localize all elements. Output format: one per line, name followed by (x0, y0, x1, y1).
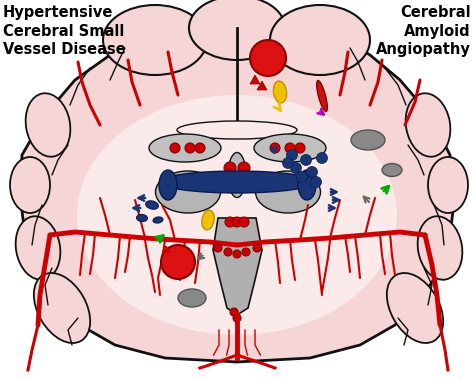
Ellipse shape (159, 171, 315, 193)
Circle shape (307, 166, 318, 177)
Circle shape (242, 248, 250, 256)
Circle shape (233, 314, 241, 322)
Ellipse shape (26, 93, 70, 157)
Ellipse shape (270, 5, 370, 75)
Ellipse shape (382, 163, 402, 176)
Polygon shape (257, 81, 267, 90)
Ellipse shape (146, 201, 158, 209)
Circle shape (161, 245, 195, 279)
Circle shape (233, 250, 241, 258)
Ellipse shape (34, 273, 90, 343)
Ellipse shape (177, 121, 297, 139)
Circle shape (317, 152, 328, 163)
Circle shape (253, 244, 261, 252)
Circle shape (170, 143, 180, 153)
Text: Hypertensive
Cerebral Small
Vessel Disease: Hypertensive Cerebral Small Vessel Disea… (3, 5, 126, 57)
Ellipse shape (418, 216, 462, 280)
Ellipse shape (255, 171, 320, 213)
Circle shape (310, 176, 321, 187)
Text: Cerebral
Amyloid
Angiopathy: Cerebral Amyloid Angiopathy (376, 5, 471, 57)
Polygon shape (213, 218, 262, 315)
Ellipse shape (16, 216, 60, 280)
Ellipse shape (273, 81, 287, 103)
Circle shape (283, 157, 293, 168)
Ellipse shape (387, 273, 443, 343)
Circle shape (230, 308, 238, 316)
Circle shape (295, 143, 305, 153)
Ellipse shape (155, 171, 220, 213)
Circle shape (291, 163, 301, 174)
Circle shape (286, 149, 298, 160)
Ellipse shape (137, 214, 147, 222)
Ellipse shape (254, 134, 326, 162)
Ellipse shape (178, 289, 206, 307)
Circle shape (195, 143, 205, 153)
Circle shape (224, 248, 232, 256)
Circle shape (238, 162, 250, 174)
Ellipse shape (149, 134, 221, 162)
Circle shape (225, 217, 235, 227)
Ellipse shape (202, 210, 214, 230)
Ellipse shape (103, 5, 207, 75)
Circle shape (239, 217, 249, 227)
Ellipse shape (189, 0, 285, 60)
Circle shape (301, 155, 311, 166)
Ellipse shape (10, 157, 50, 213)
Ellipse shape (406, 93, 450, 157)
Ellipse shape (77, 95, 397, 335)
Circle shape (232, 217, 242, 227)
Circle shape (250, 40, 286, 76)
Ellipse shape (228, 152, 246, 198)
Ellipse shape (351, 130, 385, 150)
Circle shape (224, 162, 236, 174)
Ellipse shape (428, 157, 468, 213)
Circle shape (214, 244, 222, 252)
Ellipse shape (317, 81, 328, 111)
Circle shape (185, 143, 195, 153)
Ellipse shape (298, 170, 316, 200)
Circle shape (297, 171, 308, 182)
Ellipse shape (153, 217, 163, 223)
Polygon shape (250, 75, 260, 84)
Circle shape (270, 143, 280, 153)
Polygon shape (20, 20, 455, 362)
Ellipse shape (159, 170, 177, 200)
Circle shape (285, 143, 295, 153)
